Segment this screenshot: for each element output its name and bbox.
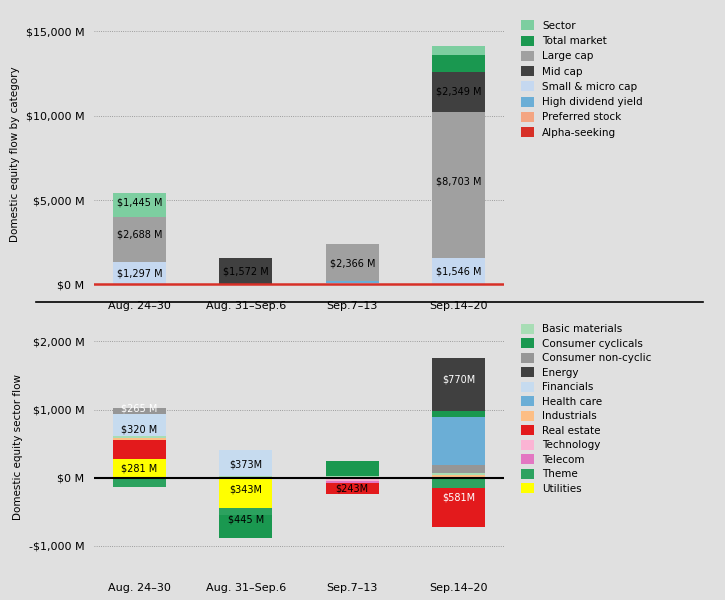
Text: $1,297 M: $1,297 M [117, 268, 162, 278]
Bar [326, 283, 379, 284]
Bar [432, 72, 485, 112]
Text: $581M: $581M [442, 493, 475, 502]
Bar [219, 478, 273, 508]
Bar [326, 281, 379, 283]
Bar [219, 450, 273, 476]
Bar [326, 476, 379, 478]
Bar [432, 112, 485, 258]
Bar [432, 473, 485, 475]
Bar [113, 440, 166, 458]
Text: $2,366 M: $2,366 M [329, 259, 375, 269]
Text: $373M: $373M [229, 460, 262, 470]
Bar [113, 458, 166, 478]
Bar [219, 508, 273, 515]
Bar [432, 475, 485, 478]
Legend: Basic materials, Consumer cyclicals, Consumer non-cyclic, Energy, Financials, He: Basic materials, Consumer cyclicals, Con… [521, 323, 652, 494]
Text: $2,349 M: $2,349 M [436, 87, 481, 97]
Text: $243M: $243M [336, 484, 369, 494]
Bar [326, 478, 379, 481]
Bar [113, 414, 166, 436]
Bar [326, 461, 379, 476]
Bar [432, 55, 485, 72]
Bar [432, 46, 485, 55]
Text: $343M: $343M [229, 484, 262, 494]
Bar [113, 438, 166, 440]
Bar [326, 483, 379, 494]
Bar [219, 258, 273, 284]
Text: $1,572 M: $1,572 M [223, 266, 269, 276]
Text: $320 M: $320 M [121, 425, 157, 434]
Bar [326, 481, 379, 483]
Bar [113, 409, 166, 414]
Bar [432, 417, 485, 465]
Bar [219, 515, 273, 538]
Bar [432, 411, 485, 417]
Text: $1,546 M: $1,546 M [436, 266, 481, 276]
Bar [113, 262, 166, 284]
Text: $265 M: $265 M [121, 403, 157, 413]
Bar [432, 358, 485, 411]
Text: $2,688 M: $2,688 M [117, 230, 162, 239]
Bar [432, 258, 485, 284]
Bar [113, 436, 166, 438]
Bar [113, 193, 166, 217]
Y-axis label: Domestic equity sector flow: Domestic equity sector flow [13, 374, 23, 520]
Y-axis label: Domestic equity flow by category: Domestic equity flow by category [10, 67, 20, 242]
Legend: Sector, Total market, Large cap, Mid cap, Small & micro cap, High dividend yield: Sector, Total market, Large cap, Mid cap… [521, 20, 643, 137]
Bar [432, 478, 485, 488]
Bar [326, 244, 379, 281]
Text: $770M: $770M [442, 375, 476, 385]
Text: $445 M: $445 M [228, 515, 264, 525]
Bar [113, 217, 166, 262]
Bar [432, 465, 485, 473]
Text: $1,445 M: $1,445 M [117, 198, 162, 208]
Bar [113, 478, 166, 487]
Text: $8,703 M: $8,703 M [436, 176, 481, 186]
Bar [219, 476, 273, 478]
Bar [432, 488, 485, 527]
Text: $281 M: $281 M [121, 463, 157, 473]
